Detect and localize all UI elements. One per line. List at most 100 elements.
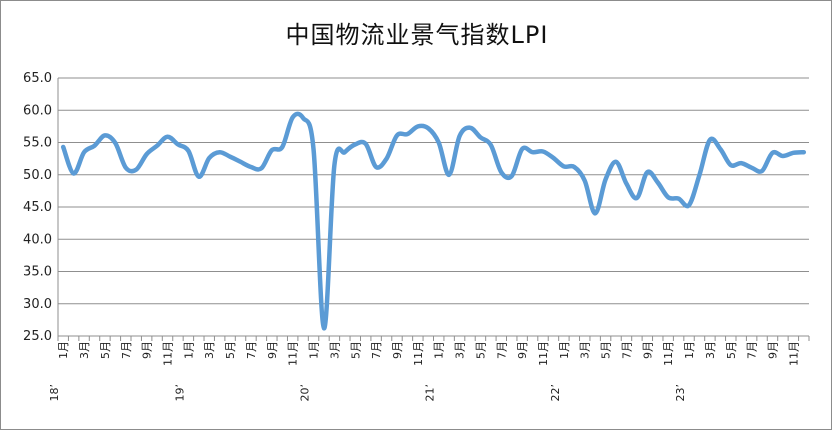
data-point bbox=[228, 155, 232, 159]
x-tick-label: 5月 bbox=[99, 341, 112, 359]
data-point bbox=[739, 161, 743, 165]
x-tick-label: 1月 bbox=[182, 341, 195, 359]
data-point bbox=[155, 144, 159, 148]
data-point bbox=[718, 147, 722, 151]
x-tick-label: 3月 bbox=[203, 341, 216, 359]
data-point bbox=[312, 147, 316, 151]
data-point bbox=[447, 173, 451, 177]
data-point bbox=[416, 124, 420, 128]
data-point bbox=[259, 166, 263, 170]
data-point bbox=[770, 151, 774, 155]
data-point bbox=[583, 179, 587, 183]
y-tick-label: 45.0 bbox=[23, 200, 52, 215]
data-point bbox=[635, 196, 639, 200]
data-point bbox=[395, 133, 399, 137]
data-point bbox=[478, 135, 482, 139]
data-point bbox=[708, 138, 712, 142]
y-tick-label: 25.0 bbox=[23, 329, 52, 344]
data-point bbox=[645, 170, 649, 174]
data-point bbox=[103, 133, 107, 137]
data-point bbox=[218, 150, 222, 154]
x-tick-label: 1月 bbox=[57, 341, 70, 359]
data-point bbox=[489, 143, 493, 147]
x-year-label: 18’ bbox=[48, 384, 61, 402]
data-point bbox=[374, 165, 378, 169]
x-tick-label: 11月 bbox=[662, 341, 675, 366]
data-point bbox=[604, 177, 608, 181]
data-point bbox=[72, 171, 76, 175]
data-point bbox=[82, 150, 86, 154]
data-point bbox=[760, 169, 764, 173]
x-tick-label: 11月 bbox=[162, 341, 175, 366]
data-point bbox=[791, 151, 795, 155]
data-point bbox=[145, 152, 149, 156]
data-point bbox=[301, 116, 305, 120]
x-year-label: 20’ bbox=[299, 384, 312, 402]
x-tick-label: 3月 bbox=[454, 341, 467, 359]
x-tick-label: 1月 bbox=[308, 341, 321, 359]
data-point bbox=[697, 173, 701, 177]
data-point bbox=[426, 126, 430, 130]
data-point bbox=[572, 165, 576, 169]
data-point bbox=[207, 156, 211, 160]
data-point bbox=[551, 156, 555, 160]
x-year-label: 19’ bbox=[173, 384, 186, 402]
data-point bbox=[593, 211, 597, 215]
data-point bbox=[802, 150, 806, 154]
x-tick-label: 7月 bbox=[120, 341, 133, 359]
y-tick-label: 65.0 bbox=[23, 71, 52, 86]
data-point bbox=[385, 157, 389, 161]
y-tick-label: 30.0 bbox=[23, 297, 52, 312]
x-tick-label: 9月 bbox=[141, 341, 154, 359]
data-point bbox=[614, 160, 618, 164]
data-point bbox=[677, 197, 681, 201]
x-year-label: 23’ bbox=[674, 384, 687, 402]
x-tick-label: 7月 bbox=[245, 341, 258, 359]
data-point bbox=[113, 141, 117, 145]
data-point bbox=[61, 145, 65, 149]
data-point bbox=[541, 150, 545, 154]
data-point bbox=[687, 203, 691, 207]
data-point bbox=[280, 145, 284, 149]
x-tick-label: 9月 bbox=[516, 341, 529, 359]
y-tick-label: 40.0 bbox=[23, 232, 52, 247]
x-tick-label: 11月 bbox=[287, 341, 300, 366]
lpi-series-line bbox=[60, 111, 807, 331]
x-year-label: 21’ bbox=[424, 384, 437, 402]
x-tick-label: 5月 bbox=[224, 341, 237, 359]
x-tick-label: 5月 bbox=[349, 341, 362, 359]
data-point bbox=[499, 170, 503, 174]
x-tick-label: 9月 bbox=[766, 341, 779, 359]
x-tick-label: 11月 bbox=[412, 341, 425, 366]
data-point bbox=[124, 166, 128, 170]
data-point bbox=[93, 144, 97, 148]
data-point bbox=[750, 166, 754, 170]
y-tick-label: 60.0 bbox=[23, 103, 52, 118]
data-point bbox=[332, 163, 336, 167]
x-tick-label: 5月 bbox=[600, 341, 613, 359]
data-point bbox=[239, 160, 243, 164]
x-tick-label: 7月 bbox=[495, 341, 508, 359]
chart-title: 中国物流业景气指数LPI bbox=[285, 21, 549, 49]
x-tick-label: 7月 bbox=[746, 341, 759, 359]
x-tick-label: 5月 bbox=[474, 341, 487, 359]
x-tick-label: 7月 bbox=[620, 341, 633, 359]
data-point bbox=[166, 135, 170, 139]
x-tick-label: 9月 bbox=[391, 341, 404, 359]
x-tick-label: 1月 bbox=[558, 341, 571, 359]
data-point bbox=[343, 150, 347, 154]
data-point bbox=[322, 326, 326, 330]
data-point bbox=[134, 168, 138, 172]
data-point bbox=[656, 180, 660, 184]
data-point bbox=[562, 164, 566, 168]
data-point bbox=[520, 147, 524, 151]
x-tick-label: 7月 bbox=[370, 341, 383, 359]
data-point bbox=[364, 142, 368, 146]
x-tick-label: 3月 bbox=[704, 341, 717, 359]
data-point bbox=[510, 174, 514, 178]
x-tick-label: 3月 bbox=[328, 341, 341, 359]
x-tick-label: 9月 bbox=[266, 341, 279, 359]
data-point bbox=[437, 141, 441, 145]
